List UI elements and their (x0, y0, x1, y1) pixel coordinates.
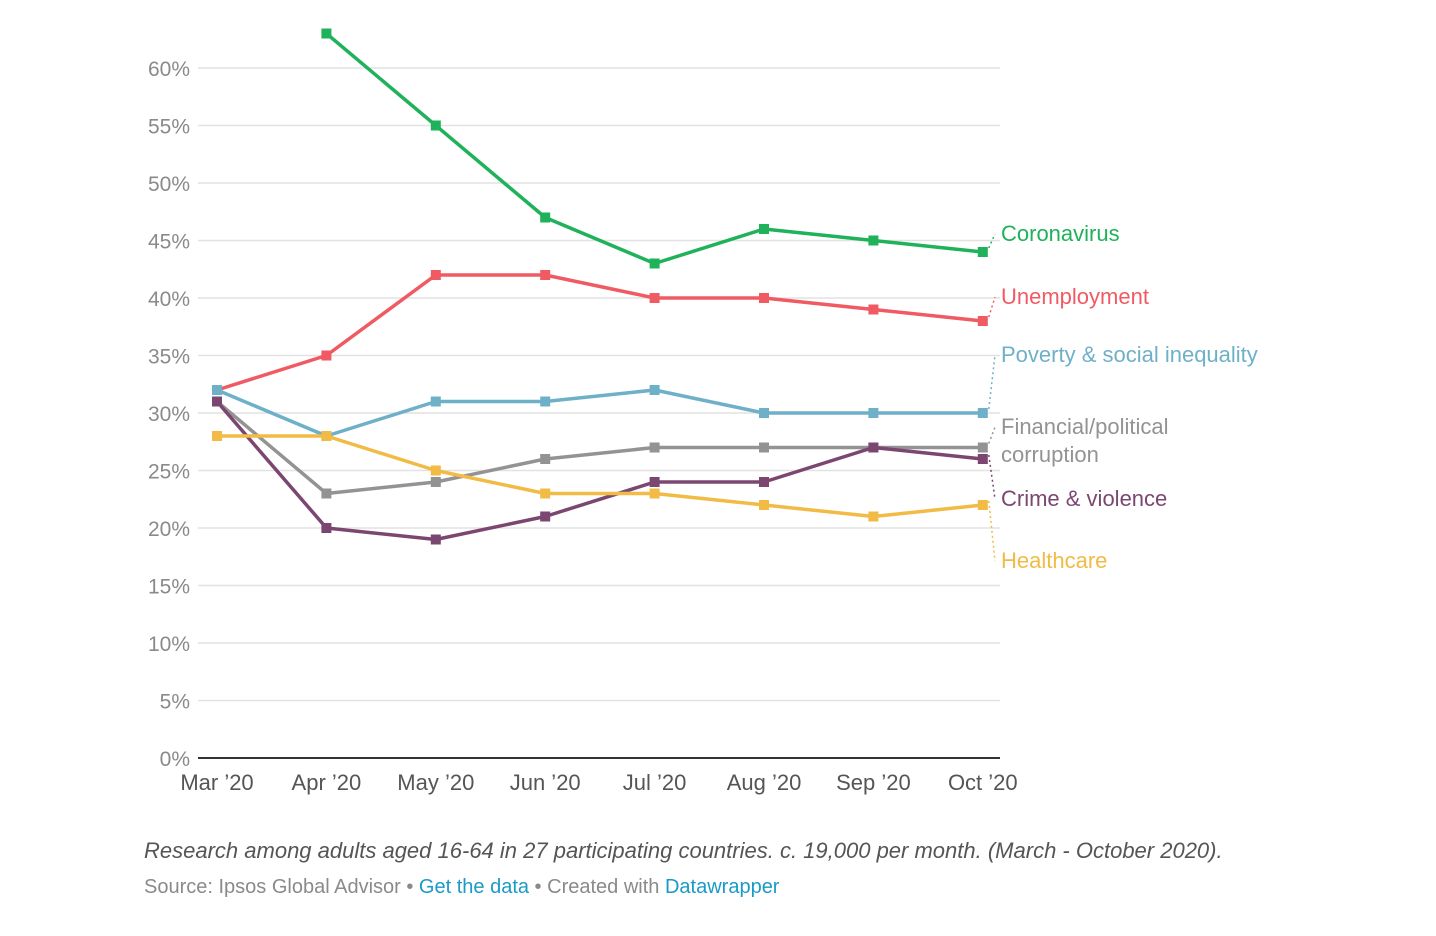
series-label-3: Financial/political corruption (1001, 414, 1169, 467)
line-chart: 0% 5% 10% 15% 20% 25% 30% 35% 40% 45% 50% 55% 60% Ma… (148, 28, 1258, 795)
y-tick-label-5: 5% (160, 691, 190, 714)
series-5-point-6 (868, 511, 879, 522)
series-4-point-4 (649, 477, 660, 487)
series-0-point-3 (649, 258, 660, 269)
datawrapper-link[interactable]: Datawrapper (664, 876, 780, 898)
series-labels: Coronavirus Unemployment Poverty & social … (988, 221, 1258, 573)
series-4-point-5 (759, 477, 769, 487)
series-label-3-line-1: Financial/political (1001, 414, 1169, 439)
y-tick-label-60: 60% (148, 58, 190, 81)
series-5-point-0 (212, 431, 222, 441)
series-2-point-3 (540, 396, 551, 407)
series-4-point-0 (212, 396, 222, 407)
y-tick-label-55: 55% (148, 116, 190, 139)
series-2-point-0 (212, 385, 222, 395)
separator-2: • (529, 876, 548, 898)
series-3-point-4 (649, 442, 660, 453)
series-5-point-2 (430, 465, 441, 476)
x-tick-label-0: Mar ’20 (180, 770, 253, 795)
x-axis-ticks: Mar ’20 Apr ’20 May ’20 Jun ’20 Jul ’20 Aug ’… (180, 770, 1017, 795)
created-with-text: Created with (547, 876, 660, 898)
source-text: Source: Ipsos Global Advisor (144, 876, 401, 898)
series-3-connector (988, 426, 996, 444)
series-3-point-3 (540, 454, 551, 464)
series-2-point-5 (759, 408, 769, 418)
series-4-point-6 (868, 442, 879, 453)
series-4-point-7 (977, 454, 988, 464)
series-4-connector (988, 454, 996, 500)
series-lines (212, 28, 988, 545)
series-2-point-6 (868, 408, 879, 418)
series-5-point-7 (977, 500, 988, 510)
series-5-connector (988, 500, 996, 562)
series-2-point-2 (430, 396, 441, 407)
series-4-point-2 (430, 534, 441, 545)
y-tick-label-50: 50% (148, 173, 190, 196)
y-tick-label-0: 0% (160, 748, 190, 771)
series-line-3 (215, 400, 983, 496)
series-label-2: Poverty & social inequality (1001, 342, 1258, 367)
y-tick-label-20: 20% (148, 518, 190, 541)
series-1-connector (988, 296, 996, 318)
series-line-2 (216, 388, 983, 438)
x-tick-label-1: Apr ’20 (292, 770, 362, 795)
series-5-point-3 (540, 488, 551, 499)
get-data-link[interactable]: Get the data (418, 876, 529, 898)
series-line-5 (217, 434, 983, 519)
series-1-point-2 (430, 270, 441, 280)
x-tick-label-5: Aug ’20 (727, 770, 802, 795)
series-1-point-3 (540, 270, 551, 280)
y-tick-label-45: 45% (148, 231, 190, 254)
series-0-point-4 (759, 224, 769, 234)
series-2-connector (988, 354, 996, 410)
series-line-1 (216, 273, 983, 392)
y-axis-ticks: 0% 5% 10% 15% 20% 25% 30% 35% 40% 45% 50% 55% 60% (148, 58, 190, 771)
series-line-4 (215, 400, 983, 542)
y-tick-label-25: 25% (148, 461, 190, 484)
series-1-point-6 (868, 304, 879, 315)
series-label-0: Coronavirus (1001, 221, 1120, 246)
series-4-point-3 (540, 511, 551, 522)
y-tick-label-40: 40% (148, 288, 190, 311)
y-tick-label-30: 30% (148, 403, 190, 426)
series-label-5: Healthcare (1001, 548, 1107, 573)
chart-footer: Source: Ipsos Global Advisor • Get the d… (144, 876, 779, 899)
series-2-point-7 (977, 408, 988, 418)
series-3-point-2 (430, 477, 441, 487)
chart-notes: Research among adults aged 16-64 in 27 p… (144, 838, 1223, 863)
series-label-1: Unemployment (1001, 284, 1149, 309)
x-tick-label-6: Sep ’20 (836, 770, 911, 795)
separator-1: • (400, 876, 419, 898)
series-label-4: Crime & violence (1001, 486, 1167, 511)
series-5-point-1 (321, 431, 332, 441)
series-label-3-line-2: corruption (1001, 442, 1099, 467)
y-tick-label-15: 15% (148, 576, 190, 599)
series-4-point-1 (321, 523, 332, 533)
series-3-point-5 (759, 442, 769, 453)
x-tick-label-7: Oct ’20 (948, 770, 1018, 795)
series-1-point-5 (759, 293, 769, 303)
x-tick-label-2: May ’20 (397, 770, 474, 795)
series-3-point-1 (321, 488, 332, 499)
series-0-point-6 (977, 247, 988, 257)
series-1-point-4 (649, 293, 660, 303)
series-5-point-4 (649, 488, 660, 499)
series-1-point-7 (977, 316, 988, 326)
series-0-point-0 (321, 28, 332, 39)
grid-lines (198, 67, 1000, 702)
series-1-point-1 (321, 350, 332, 361)
x-tick-label-3: Jun ’20 (510, 770, 581, 795)
series-0-point-2 (540, 212, 551, 223)
y-tick-label-10: 10% (148, 633, 190, 656)
series-0-point-5 (868, 235, 879, 246)
y-tick-label-35: 35% (148, 346, 190, 369)
series-5-point-5 (759, 500, 769, 510)
x-tick-label-4: Jul ’20 (623, 770, 687, 795)
series-2-point-4 (649, 385, 660, 395)
series-0-point-1 (430, 120, 441, 131)
series-3-point-7 (977, 442, 988, 453)
